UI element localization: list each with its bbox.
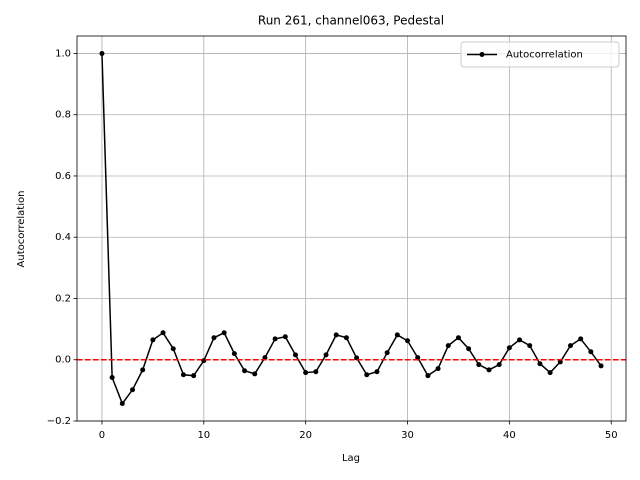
data-point xyxy=(517,337,523,343)
legend-label: Autocorrelation xyxy=(506,50,583,61)
x-tick-label: 0 xyxy=(99,430,105,441)
data-point xyxy=(313,369,319,375)
y-tick-label: −0.2 xyxy=(47,416,71,427)
x-tick-label: 20 xyxy=(299,430,312,441)
y-axis-label: Autocorrelation xyxy=(16,191,27,268)
data-point xyxy=(384,350,390,356)
data-point xyxy=(262,355,268,361)
data-point xyxy=(99,50,105,56)
data-point xyxy=(506,345,512,351)
data-point xyxy=(425,373,431,379)
data-point xyxy=(364,372,370,378)
data-point xyxy=(343,335,349,341)
data-point xyxy=(119,401,125,407)
plot-frame xyxy=(76,35,627,422)
y-tick-label: 0.6 xyxy=(55,171,71,182)
legend-box xyxy=(460,41,620,68)
data-point xyxy=(578,336,584,342)
data-point xyxy=(130,387,136,393)
data-point xyxy=(150,337,156,343)
data-point xyxy=(180,372,186,378)
y-tick-label: 0.0 xyxy=(55,355,71,366)
data-point xyxy=(496,362,502,368)
data-point xyxy=(211,335,217,341)
y-tick-label: 1.0 xyxy=(55,48,71,59)
data-point xyxy=(486,367,492,373)
data-point xyxy=(201,358,207,364)
data-point xyxy=(374,369,380,375)
data-point xyxy=(303,370,309,376)
data-point xyxy=(140,367,146,373)
data-point xyxy=(292,352,298,358)
data-point xyxy=(109,375,115,381)
data-point xyxy=(455,335,461,341)
legend-marker xyxy=(479,52,485,57)
data-point xyxy=(252,371,258,377)
data-point xyxy=(567,343,573,349)
x-tick-label: 10 xyxy=(197,430,210,441)
data-point xyxy=(170,346,176,352)
data-point xyxy=(527,343,533,349)
data-point xyxy=(415,355,421,361)
data-point xyxy=(191,373,197,379)
data-point xyxy=(405,338,411,344)
data-point xyxy=(323,352,329,358)
x-tick-label: 30 xyxy=(401,430,414,441)
data-point xyxy=(537,361,543,367)
data-point xyxy=(272,336,278,342)
y-tick-label: 0.8 xyxy=(55,110,71,121)
data-point xyxy=(588,349,594,355)
data-point xyxy=(445,343,451,349)
x-tick-label: 50 xyxy=(605,430,618,441)
legend: Autocorrelation xyxy=(460,41,620,68)
chart-title: Run 261, channel063, Pedestal xyxy=(258,14,444,28)
y-tick-label: 0.4 xyxy=(55,232,71,243)
data-point xyxy=(557,359,563,365)
data-point xyxy=(160,330,166,336)
data-point xyxy=(221,330,227,336)
data-point xyxy=(394,332,400,338)
data-point xyxy=(435,366,441,372)
data-point xyxy=(476,362,482,368)
data-point xyxy=(598,363,604,369)
data-point xyxy=(231,351,237,357)
y-tick-label: 0.2 xyxy=(55,293,71,304)
x-tick-label: 40 xyxy=(503,430,516,441)
x-axis-label: Lag xyxy=(342,453,360,464)
data-point xyxy=(466,346,472,352)
data-point xyxy=(547,370,553,376)
data-point xyxy=(282,334,288,340)
data-point xyxy=(333,332,339,338)
data-point xyxy=(242,368,248,374)
